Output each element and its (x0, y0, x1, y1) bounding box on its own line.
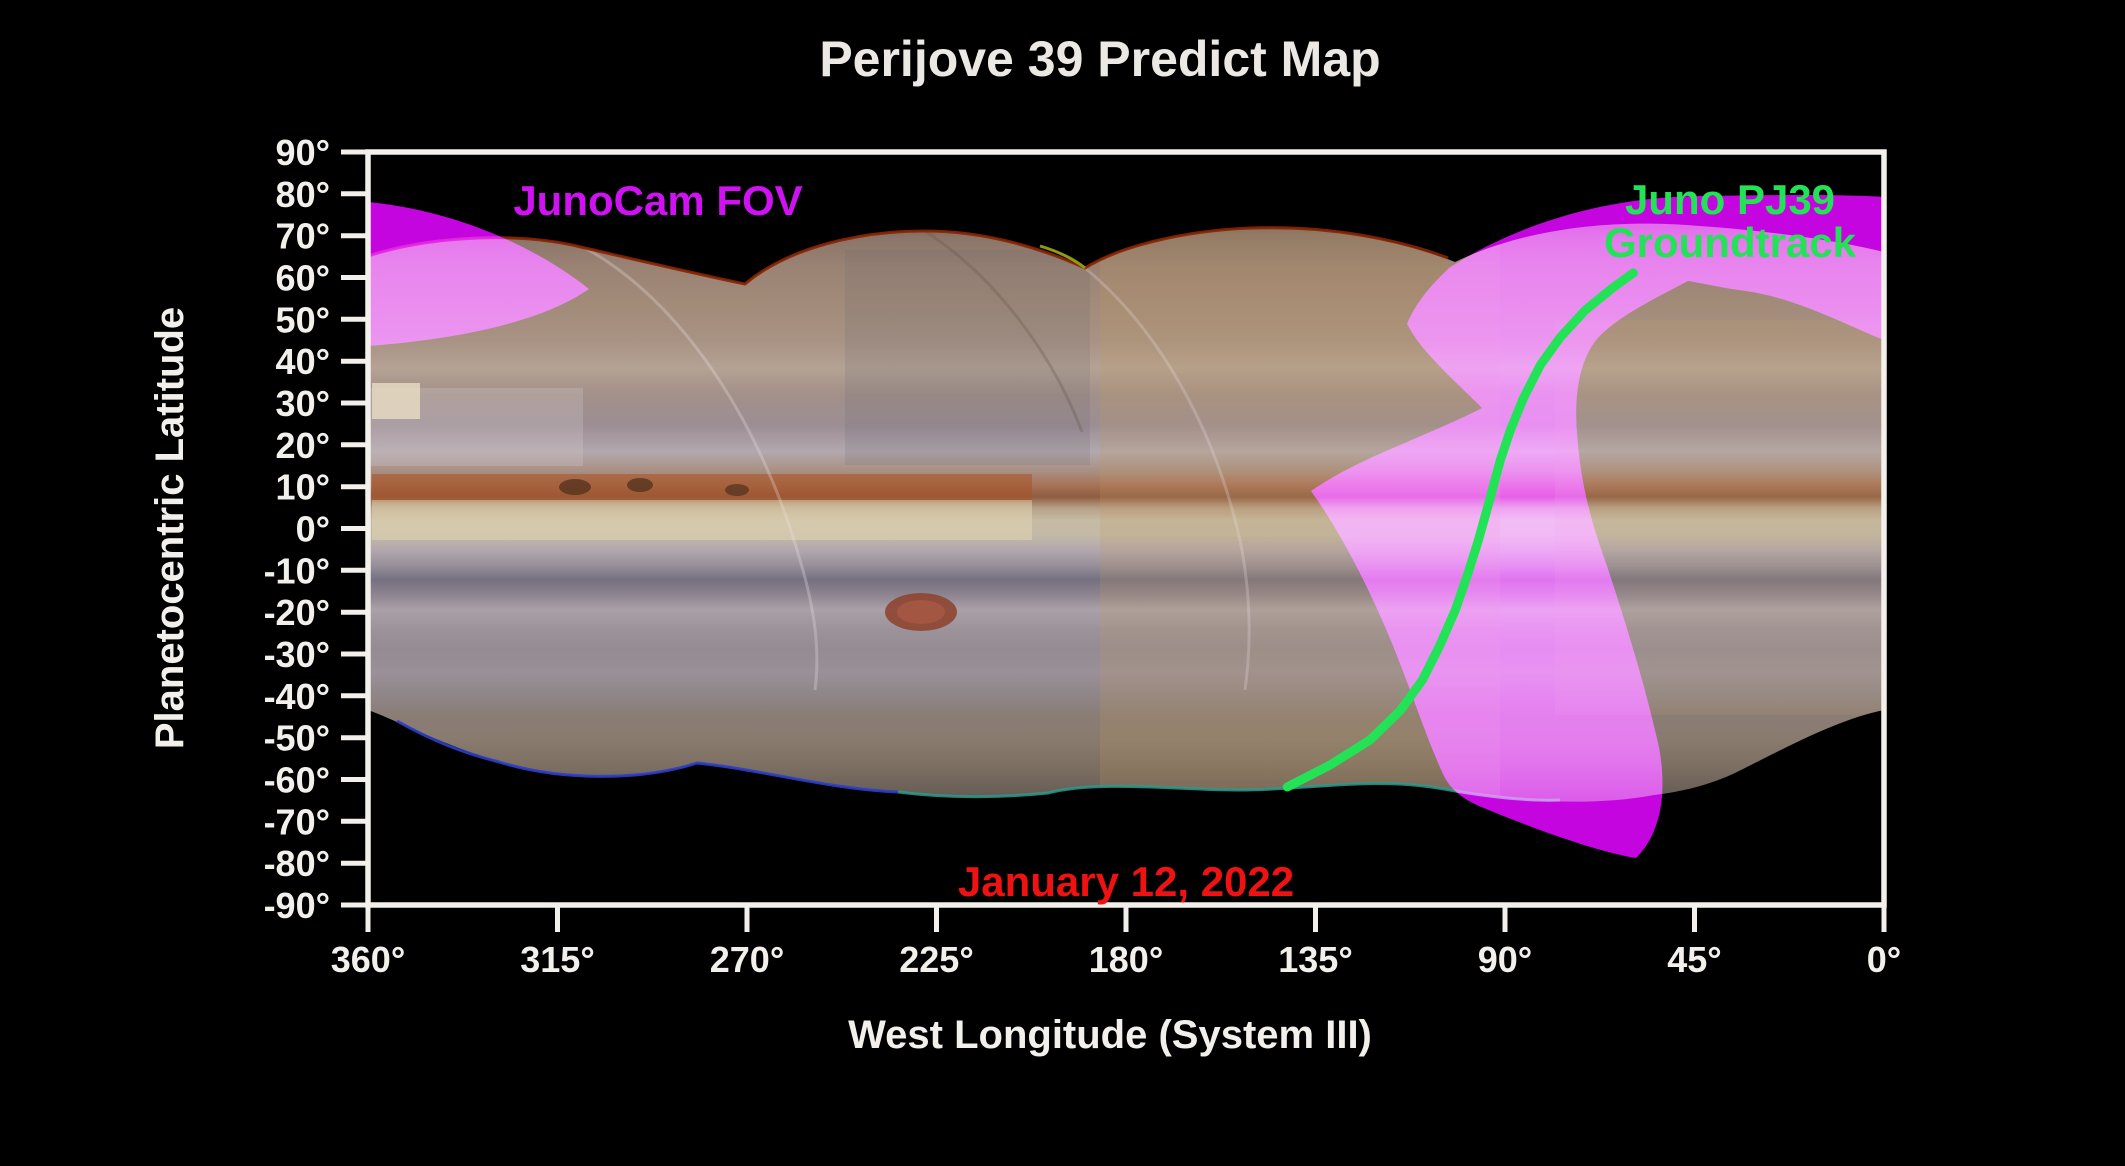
north-equatorial-belt (372, 474, 1032, 502)
great-red-spot-core (897, 600, 945, 624)
mosaic-seam (1084, 266, 1251, 691)
y-tick-label: -40° (264, 676, 330, 717)
y-axis-label: Planetocentric Latitude (148, 307, 192, 749)
junocam-fov-region (368, 195, 1884, 858)
y-tick-label: 40° (276, 341, 330, 382)
y-tick-label: -70° (264, 801, 330, 842)
x-tick-label: 225° (899, 939, 973, 980)
y-tick-label: 10° (276, 467, 330, 508)
groundtrack-label-line1: Juno PJ39 (1625, 176, 1835, 223)
mosaic-seam (584, 246, 819, 691)
y-tick-label: -30° (264, 634, 330, 675)
y-tick-label: 50° (276, 299, 330, 340)
plot-border (365, 149, 1887, 908)
y-tick-label: -20° (264, 592, 330, 633)
mosaic-seam (924, 229, 1084, 433)
x-tick-label: 90° (1478, 939, 1532, 980)
x-tick-label: 0° (1867, 939, 1901, 980)
mosaic-top-rim (368, 226, 1449, 286)
dark-spot (627, 478, 653, 492)
mosaic-top-rim-olive (1039, 244, 1086, 270)
x-tick-label: 270° (710, 939, 784, 980)
groundtrack-line (1282, 268, 1638, 792)
y-tick-label: -90° (264, 885, 330, 926)
dark-spot (559, 479, 591, 495)
y-tick-label: 0° (296, 509, 330, 550)
equatorial-zone-band (372, 500, 1032, 540)
y-tick-label: 60° (276, 258, 330, 299)
y-tick-label: 90° (276, 132, 330, 173)
y-tick-label: 20° (276, 425, 330, 466)
x-tick-label: 360° (331, 939, 405, 980)
x-tick-label: 180° (1089, 939, 1163, 980)
figure-title: Perijove 39 Predict Map (819, 31, 1380, 87)
x-tick-label: 45° (1667, 939, 1721, 980)
groundtrack-label-line2: Groundtrack (1604, 219, 1857, 266)
y-tick-label: 70° (276, 216, 330, 257)
jupiter-map-mosaic (368, 223, 1884, 802)
x-tick-label: 315° (520, 939, 594, 980)
y-axis-ticks: 90°80°70°60°50°40°30°20°10°0°-10°-20°-30… (264, 132, 368, 926)
mosaic-bottom-rim-blue (396, 719, 899, 794)
junocam-fov-label: JunoCam FOV (513, 177, 802, 224)
mosaic-cream-patch (372, 383, 420, 419)
x-axis-ticks: 360° 315° 270° 225° 180° 135° 90° 45° 0° (331, 905, 1901, 980)
y-tick-label: -10° (264, 550, 330, 591)
dark-spot (725, 484, 749, 496)
x-axis-label: West Longitude (System III) (848, 1013, 1372, 1057)
y-tick-label: -60° (264, 760, 330, 801)
y-tick-label: 30° (276, 383, 330, 424)
y-tick-label: -80° (264, 843, 330, 884)
y-tick-label: 80° (276, 174, 330, 215)
date-annotation: January 12, 2022 (958, 858, 1294, 905)
y-tick-label: -50° (264, 718, 330, 759)
mosaic-grey-tint (845, 250, 1090, 465)
x-tick-label: 135° (1278, 939, 1352, 980)
